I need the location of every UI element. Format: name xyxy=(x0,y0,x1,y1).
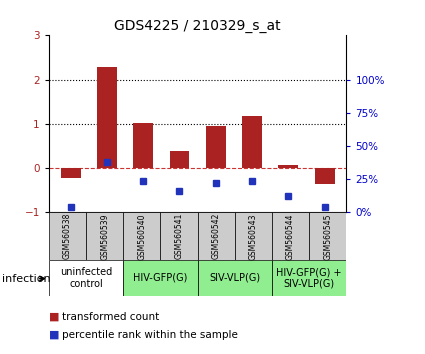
Text: infection: infection xyxy=(2,274,51,284)
Text: GSM560545: GSM560545 xyxy=(323,213,332,259)
Bar xyxy=(309,212,346,260)
Text: ■: ■ xyxy=(49,312,60,322)
Bar xyxy=(314,168,334,184)
Bar xyxy=(235,212,272,260)
Text: GSM560542: GSM560542 xyxy=(212,213,221,259)
Text: GSM560540: GSM560540 xyxy=(137,213,146,259)
Bar xyxy=(49,260,123,296)
Text: SIV-VLP(G): SIV-VLP(G) xyxy=(209,273,261,283)
Bar xyxy=(278,165,298,168)
Text: GSM560544: GSM560544 xyxy=(286,213,295,259)
Title: GDS4225 / 210329_s_at: GDS4225 / 210329_s_at xyxy=(114,19,281,33)
Bar xyxy=(206,126,226,168)
Text: ■: ■ xyxy=(49,330,60,339)
Bar xyxy=(170,152,190,168)
Bar xyxy=(97,67,117,168)
Bar xyxy=(61,168,81,178)
Text: HIV-GFP(G) +
SIV-VLP(G): HIV-GFP(G) + SIV-VLP(G) xyxy=(276,267,342,289)
Text: uninfected
control: uninfected control xyxy=(60,267,112,289)
Bar xyxy=(133,123,153,168)
Bar xyxy=(123,212,160,260)
Bar xyxy=(160,212,198,260)
Bar xyxy=(86,212,123,260)
Text: percentile rank within the sample: percentile rank within the sample xyxy=(62,330,238,339)
Text: GSM560538: GSM560538 xyxy=(63,213,72,259)
Bar xyxy=(123,260,198,296)
Bar xyxy=(272,260,346,296)
Bar xyxy=(198,260,272,296)
Text: GSM560539: GSM560539 xyxy=(100,213,109,259)
Bar xyxy=(49,212,86,260)
Text: GSM560541: GSM560541 xyxy=(175,213,184,259)
Bar xyxy=(272,212,309,260)
Bar xyxy=(198,212,235,260)
Text: GSM560543: GSM560543 xyxy=(249,213,258,259)
Bar xyxy=(242,116,262,168)
Text: HIV-GFP(G): HIV-GFP(G) xyxy=(133,273,187,283)
Text: transformed count: transformed count xyxy=(62,312,159,322)
